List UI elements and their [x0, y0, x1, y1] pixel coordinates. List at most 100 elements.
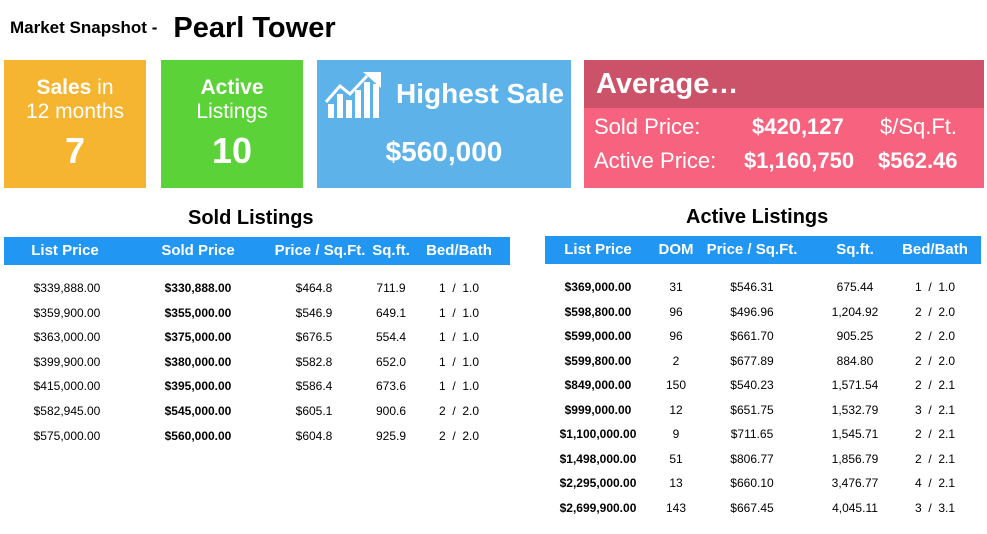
table-row: $359,900.00 $355,000.00 $546.9 649.1 1 / 1.0 — [4, 301, 510, 325]
table-cell: 150 — [665, 378, 687, 392]
table-cell: 4,045.11 — [832, 500, 878, 515]
table-cell: $369,000.00 — [564, 280, 632, 294]
table-cell: 9 — [672, 427, 680, 441]
table-row: $339,888.00 $330,888.00 $464.8 711.9 1 / 1.0 — [4, 276, 510, 300]
table-cell: 12 — [669, 402, 683, 417]
table-cell: 2 / 2.1 — [914, 378, 956, 392]
table-cell: $546.31 — [730, 280, 774, 294]
table-cell: 31 — [669, 280, 683, 294]
table-row: $599,000.00 96 $661.70 905.25 2 / 2.0 — [545, 324, 981, 348]
table-cell: $999,000.00 — [564, 402, 632, 417]
table-cell: $363,000.00 — [33, 330, 101, 345]
table-row: $598,800.00 96 $496.96 1,204.92 2 / 2.0 — [545, 300, 981, 324]
page-header: Market Snapshot - Pearl Tower — [10, 8, 336, 48]
table-row: $582,945.00 $545,000.00 $605.1 900.6 2 / 2.0 — [4, 399, 510, 423]
column-header[interactable]: Bed/Bath — [902, 241, 968, 258]
active-price-value: $1,160,750 — [744, 148, 855, 173]
average-card: Average… Sold Price: $420,127 $/Sq.Ft. A… — [584, 60, 984, 188]
average-active-row: Active Price: $1,160,750 $562.46 — [584, 148, 984, 178]
table-cell: $464.8 — [295, 281, 333, 295]
table-cell: 2 / 2.0 — [914, 304, 956, 319]
table-cell: 96 — [669, 329, 683, 343]
table-cell: 3,476.77 — [831, 476, 879, 490]
table-cell: 1,571.54 — [831, 378, 879, 392]
table-cell: $599,000.00 — [564, 329, 632, 343]
column-header[interactable]: Bed/Bath — [426, 242, 492, 259]
table-cell: 1,545.71 — [831, 427, 879, 441]
active-card: Active Listings 10 — [161, 60, 303, 188]
table-cell: 1 / 1.0 — [438, 305, 480, 320]
sales-card-caption: Sales in — [4, 76, 146, 100]
sales-card: Sales in 12 months 7 — [4, 60, 146, 188]
highest-sale-value: $560,000 — [385, 136, 503, 167]
table-cell: $2,699,900.00 — [559, 500, 637, 515]
sales-card-period: 12 months — [25, 100, 125, 123]
table-row: $999,000.00 12 $651.75 1,532.79 3 / 2.1 — [545, 398, 981, 422]
column-header[interactable]: List Price — [31, 242, 99, 259]
table-cell: 2 / 2.0 — [438, 428, 480, 443]
table-cell: 1 / 1.0 — [438, 379, 480, 394]
table-cell: 1 / 1.0 — [438, 330, 480, 345]
column-header[interactable]: Price / Sq.Ft. — [274, 242, 366, 259]
table-cell: $849,000.00 — [564, 378, 632, 392]
table-cell: 900.6 — [375, 404, 407, 418]
table-cell: $667.45 — [730, 500, 774, 515]
table-cell: $339,888.00 — [33, 281, 101, 295]
table-cell: 673.6 — [375, 379, 407, 394]
psf-label: $/Sq.Ft. — [880, 114, 958, 139]
column-header[interactable]: DOM — [658, 241, 694, 258]
active-listings-title: Active Listings — [686, 206, 829, 228]
sold-table-body: $339,888.00 $330,888.00 $464.8 711.9 1 / 1.0… — [4, 276, 510, 452]
sales-card-word: Sales — [36, 76, 92, 99]
column-header[interactable]: Sold Price — [161, 242, 235, 259]
table-cell: $359,900.00 — [33, 305, 101, 320]
table-row: $363,000.00 $375,000.00 $676.5 554.4 1 / 1.0 — [4, 325, 510, 349]
table-row: $599,800.00 2 $677.89 884.80 2 / 2.0 — [545, 349, 981, 373]
table-row: $575,000.00 $560,000.00 $604.8 925.9 2 / 2.0 — [4, 424, 510, 448]
table-cell: 905.25 — [836, 329, 874, 343]
table-row: $399,900.00 $380,000.00 $582.8 652.0 1 / 1.0 — [4, 350, 510, 374]
sales-count: 7 — [64, 130, 86, 171]
table-cell: $545,000.00 — [164, 404, 232, 418]
sales-card-in: in — [91, 76, 114, 99]
column-header[interactable]: Sq.ft. — [836, 241, 874, 258]
table-cell: $661.70 — [730, 329, 774, 343]
table-cell: $660.10 — [730, 476, 774, 490]
column-header[interactable]: List Price — [564, 241, 632, 258]
table-cell: 3 / 3.1 — [914, 500, 956, 515]
table-cell: 96 — [669, 304, 683, 319]
table-cell: 4 / 2.1 — [914, 476, 956, 490]
table-cell: 2 / 2.0 — [914, 329, 956, 343]
table-cell: 1 / 1.0 — [438, 281, 480, 295]
psf-value: $562.46 — [878, 148, 958, 173]
column-header[interactable]: Price / Sq.Ft. — [706, 241, 798, 258]
table-cell: $355,000.00 — [164, 305, 232, 320]
table-cell: $395,000.00 — [164, 379, 232, 394]
table-cell: $2,295,000.00 — [559, 476, 637, 490]
active-price-label: Active Price: — [594, 148, 717, 173]
chart-growth-icon — [323, 70, 385, 125]
column-header[interactable]: Sq.ft. — [372, 242, 410, 259]
table-cell: 884.80 — [836, 353, 874, 368]
table-cell: 925.9 — [375, 428, 407, 443]
table-row: $849,000.00 150 $540.23 1,571.54 2 / 2.1 — [545, 373, 981, 397]
table-cell: $605.1 — [295, 404, 333, 418]
table-cell: 2 / 2.1 — [914, 427, 956, 441]
sold-table-header: List Price Sold Price Price / Sq.Ft. Sq.ft.… — [4, 237, 510, 265]
table-cell: $586.4 — [295, 379, 333, 394]
table-cell: $1,498,000.00 — [559, 451, 637, 466]
active-card-word: Active — [200, 76, 264, 99]
table-cell: 3 / 2.1 — [914, 402, 956, 417]
highest-sale-title: Highest Sale — [396, 78, 565, 109]
table-cell: 554.4 — [375, 330, 407, 345]
table-cell: 1,204.92 — [831, 304, 879, 319]
average-title: Average… — [596, 68, 739, 100]
active-table-header: List Price DOM Price / Sq.Ft. Sq.ft. Bed/Bat… — [545, 236, 981, 264]
average-sold-row: Sold Price: $420,127 $/Sq.Ft. — [584, 114, 984, 144]
table-cell: 1,532.79 — [831, 402, 879, 417]
table-cell: 675.44 — [836, 280, 874, 294]
active-table-body: $369,000.00 31 $546.31 675.44 1 / 1.0 $598,80… — [545, 275, 981, 525]
average-header — [584, 60, 984, 108]
active-count: 10 — [211, 130, 253, 171]
table-row: $1,100,000.00 9 $711.65 1,545.71 2 / 2.1 — [545, 422, 981, 446]
